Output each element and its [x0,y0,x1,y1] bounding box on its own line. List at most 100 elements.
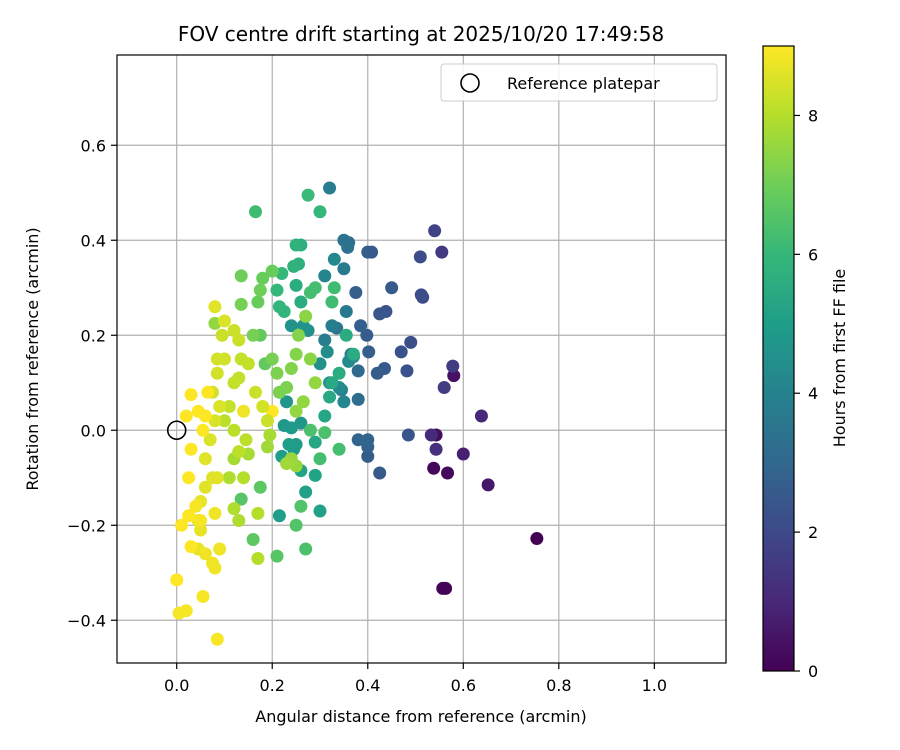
data-point [241,357,255,371]
colorbar-tick-label: 6 [808,245,818,264]
chart-title: FOV centre drift starting at 2025/10/20 … [178,22,664,46]
reference-point-marker [166,420,187,441]
data-point [299,542,313,556]
data-point [332,442,346,456]
data-point [198,547,212,561]
data-point [414,288,428,302]
data-point [284,319,298,333]
x-axis-label: Angular distance from reference (arcmin) [255,707,586,726]
data-point [351,433,365,447]
data-point [217,414,231,428]
y-tick-label: 0.4 [81,231,106,250]
data-point [373,466,387,480]
data-point [215,328,229,342]
data-point [184,442,198,456]
data-point [289,404,303,418]
legend: Reference platepar [440,63,718,102]
y-axis-ticks: −0.4 −0.2 0.0 0.2 0.4 0.6 [67,136,117,630]
data-point [289,518,303,532]
data-point [265,352,279,366]
data-point [323,390,337,404]
data-point [318,333,332,347]
data-point [361,433,375,447]
data-point [428,224,442,238]
data-point [222,471,236,485]
data-point [530,532,544,546]
data-point [435,245,449,259]
data-point [234,297,248,311]
data-point [201,385,215,399]
x-axis-ticks: 0.0 0.2 0.4 0.6 0.8 1.0 [164,663,667,695]
data-point [313,452,327,466]
data-point [237,404,251,418]
data-point [373,307,387,321]
data-point [198,409,212,423]
data-point [284,362,298,375]
data-point [308,435,322,449]
data-point [394,345,408,359]
data-point [349,286,363,299]
data-point [323,181,337,195]
data-point [253,480,267,494]
data-point [196,423,210,437]
data-point [272,509,286,523]
data-point [184,540,198,554]
data-point [256,400,270,413]
data-point [320,345,334,359]
data-point [287,259,301,273]
data-point [251,552,265,565]
data-point [327,281,341,295]
data-point [227,502,241,516]
legend-marker [460,73,480,93]
data-point [277,419,291,432]
data-point [182,509,196,523]
data-point [385,281,399,295]
data-point [446,359,460,373]
colorbar-tick-label: 0 [808,662,818,681]
legend-label: Reference platepar [507,74,660,93]
data-point [227,423,241,437]
data-point [362,345,376,359]
data-point [272,300,286,314]
colorbar-tick-label: 2 [808,523,818,542]
data-point [299,309,313,323]
y-tick-label: 0.6 [81,136,106,155]
data-point [339,305,353,318]
data-point [361,245,375,259]
data-point [289,238,303,252]
data-point [234,269,248,283]
data-point [280,395,294,409]
y-axis-label: Rotation from reference (arcmin) [23,227,42,490]
data-point [429,442,443,456]
data-point [206,471,220,485]
data-point [194,514,208,527]
data-point [441,466,455,480]
data-point [270,366,284,380]
data-point [280,381,294,394]
data-point [308,468,322,482]
scatter-points [170,181,544,646]
x-tick-label: 0.2 [260,676,285,695]
data-point [208,506,222,520]
data-point [208,561,222,575]
data-point [292,328,306,342]
y-tick-label: −0.4 [67,611,106,630]
data-point [456,447,470,461]
data-point [294,295,308,309]
data-point [208,300,222,314]
data-point [234,492,248,506]
data-point [263,428,277,442]
data-point [280,457,294,470]
data-point [222,400,236,413]
data-point [332,366,346,380]
data-point [325,376,339,390]
data-point [174,518,188,532]
data-point [354,319,368,333]
data-point [249,205,263,219]
data-point [237,471,251,485]
data-point [282,438,296,451]
data-point [289,347,303,361]
legend-box [440,63,718,102]
data-point [213,542,227,556]
y-tick-label: 0.0 [81,421,106,440]
